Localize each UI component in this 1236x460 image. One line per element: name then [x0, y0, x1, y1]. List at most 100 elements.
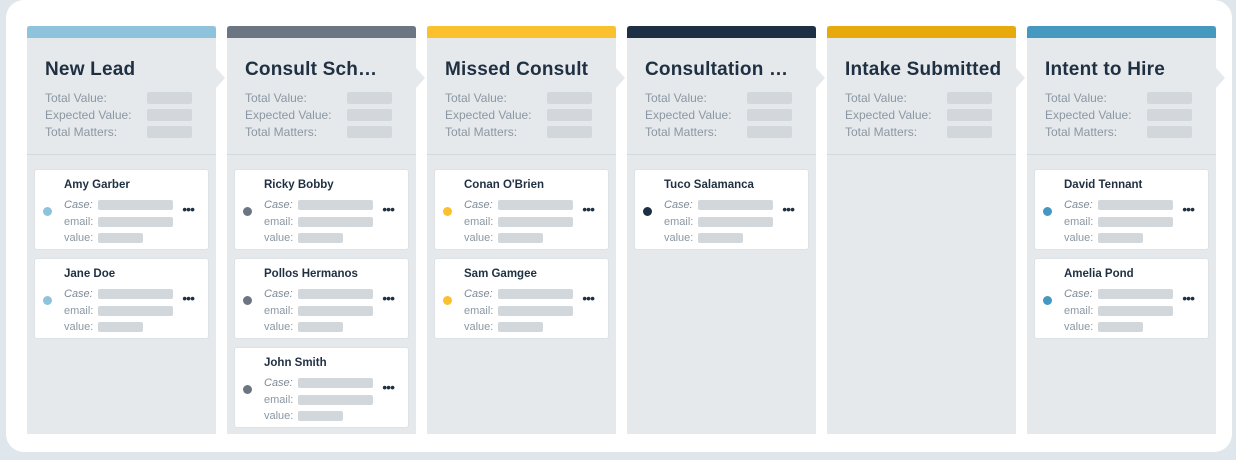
more-options-icon[interactable]: ••• — [382, 290, 395, 306]
matter-card[interactable]: Amy Garber Case: email: value: ••• — [34, 169, 209, 250]
matter-card[interactable]: Sam Gamgee Case: email: value: ••• — [434, 258, 609, 339]
stat-label: Total Value: — [845, 90, 907, 105]
stat-value-placeholder — [547, 125, 592, 138]
card-field-label: email: — [264, 304, 294, 317]
stat-row-total-matters: Total Matters: — [845, 123, 1016, 140]
stat-value-placeholder — [147, 125, 192, 138]
stat-value-placeholder — [347, 125, 392, 138]
card-field-placeholder — [498, 322, 543, 333]
card-field-value: value: — [464, 230, 608, 247]
column-title: Consult Sch… — [245, 59, 378, 80]
card-field-value: value: — [664, 230, 808, 247]
card-field-placeholder — [1098, 200, 1173, 211]
column-header[interactable]: Missed Consult Total Value: Expected Value… — [427, 38, 625, 155]
card-list: Tuco Salamanca Case: email: value: ••• — [627, 155, 816, 250]
card-field-email: email: — [64, 214, 208, 231]
card-field-placeholder — [498, 289, 573, 300]
column-header[interactable]: Consultation … Total Value: Expected Value… — [627, 38, 825, 155]
card-field-label: Case: — [264, 288, 293, 301]
more-options-icon[interactable]: ••• — [182, 201, 195, 217]
more-options-icon[interactable]: ••• — [182, 290, 195, 306]
more-options-icon[interactable]: ••• — [582, 201, 595, 217]
matter-card[interactable]: Jane Doe Case: email: value: ••• — [34, 258, 209, 339]
card-field-label: email: — [264, 215, 294, 228]
matter-card[interactable]: Pollos Hermanos Case: email: value: ••• — [234, 258, 409, 339]
card-field-placeholder — [298, 394, 373, 405]
card-field-case: Case: — [264, 197, 408, 214]
more-options-icon[interactable]: ••• — [1182, 290, 1195, 306]
stat-value-placeholder — [547, 108, 592, 121]
stat-value-placeholder — [547, 91, 592, 104]
card-field-case: Case: — [264, 286, 408, 303]
card-list: Conan O'Brien Case: email: value: ••• Sam Gam… — [427, 155, 616, 339]
card-field-label: Case: — [1064, 288, 1093, 301]
stat-label: Total Matters: — [45, 124, 118, 139]
card-contact-name: Amy Garber — [64, 179, 130, 191]
card-contact-name: Ricky Bobby — [264, 179, 334, 191]
column-header[interactable]: Intent to Hire Total Value: Expected Value… — [1027, 38, 1225, 155]
card-field-case: Case: — [64, 197, 208, 214]
pipeline-column: Intake Submitted Total Value: Expected Val… — [827, 26, 1025, 434]
stat-value-placeholder — [947, 91, 992, 104]
pipeline-column: New Lead Total Value: Expected Value: Total… — [27, 26, 225, 434]
column-title: Intent to Hire — [1045, 59, 1165, 80]
stat-row-total-matters: Total Matters: — [1045, 123, 1216, 140]
status-dot-icon — [443, 207, 452, 216]
card-field-value: value: — [264, 230, 408, 247]
column-color-bar — [27, 26, 216, 38]
column-title: Missed Consult — [445, 59, 589, 80]
column-header[interactable]: New Lead Total Value: Expected Value: Total… — [27, 38, 225, 155]
card-field-placeholder — [98, 305, 173, 316]
stat-label: Total Value: — [1045, 90, 1107, 105]
stat-value-placeholder — [1147, 91, 1192, 104]
status-dot-icon — [643, 207, 652, 216]
card-field-value: value: — [464, 319, 608, 336]
stat-value-placeholder — [347, 108, 392, 121]
card-field-placeholder — [98, 289, 173, 300]
card-field-label: value: — [64, 232, 94, 245]
card-field-placeholder — [298, 322, 343, 333]
column-color-bar — [427, 26, 616, 38]
card-field-label: Case: — [64, 288, 93, 301]
stat-value-placeholder — [1147, 125, 1192, 138]
card-field-placeholder — [698, 200, 773, 211]
column-title: Consultation … — [645, 59, 789, 80]
card-field-case: Case: — [264, 375, 408, 392]
card-contact-name: Sam Gamgee — [464, 268, 537, 280]
stat-value-placeholder — [1147, 108, 1192, 121]
card-field-placeholder — [1098, 289, 1173, 300]
matter-card[interactable]: Tuco Salamanca Case: email: value: ••• — [634, 169, 809, 250]
card-field-placeholder — [298, 378, 373, 389]
matter-card[interactable]: Amelia Pond Case: email: value: ••• — [1034, 258, 1209, 339]
more-options-icon[interactable]: ••• — [382, 201, 395, 217]
card-field-label: value: — [664, 232, 694, 245]
card-field-label: email: — [464, 304, 494, 317]
more-options-icon[interactable]: ••• — [1182, 201, 1195, 217]
stat-value-placeholder — [747, 125, 792, 138]
matter-card[interactable]: David Tennant Case: email: value: ••• — [1034, 169, 1209, 250]
card-field-label: value: — [264, 321, 294, 334]
matter-card[interactable]: Ricky Bobby Case: email: value: ••• — [234, 169, 409, 250]
stat-row-expected-value: Expected Value: — [1045, 106, 1216, 123]
column-header[interactable]: Consult Sch… Total Value: Expected Value: T… — [227, 38, 425, 155]
matter-card[interactable]: Conan O'Brien Case: email: value: ••• — [434, 169, 609, 250]
stat-value-placeholder — [747, 91, 792, 104]
more-options-icon[interactable]: ••• — [582, 290, 595, 306]
column-header[interactable]: Intake Submitted Total Value: Expected Val… — [827, 38, 1025, 155]
card-field-label: value: — [1064, 321, 1094, 334]
pipeline-board: New Lead Total Value: Expected Value: Total… — [27, 26, 1225, 434]
stat-value-placeholder — [747, 108, 792, 121]
card-field-placeholder — [1098, 305, 1173, 316]
stat-label: Total Matters: — [845, 124, 918, 139]
matter-card[interactable]: John Smith Case: email: value: ••• — [234, 347, 409, 428]
more-options-icon[interactable]: ••• — [782, 201, 795, 217]
more-options-icon[interactable]: ••• — [382, 379, 395, 395]
card-list: Amy Garber Case: email: value: ••• Jane Doe Ca… — [27, 155, 216, 339]
card-list: Ricky Bobby Case: email: value: ••• Pollos He… — [227, 155, 416, 428]
stat-value-placeholder — [947, 108, 992, 121]
column-color-bar — [1027, 26, 1216, 38]
card-field-placeholder — [1098, 216, 1173, 227]
stat-row-total-value: Total Value: — [445, 89, 616, 106]
card-field-email: email: — [464, 214, 608, 231]
stat-value-placeholder — [347, 91, 392, 104]
